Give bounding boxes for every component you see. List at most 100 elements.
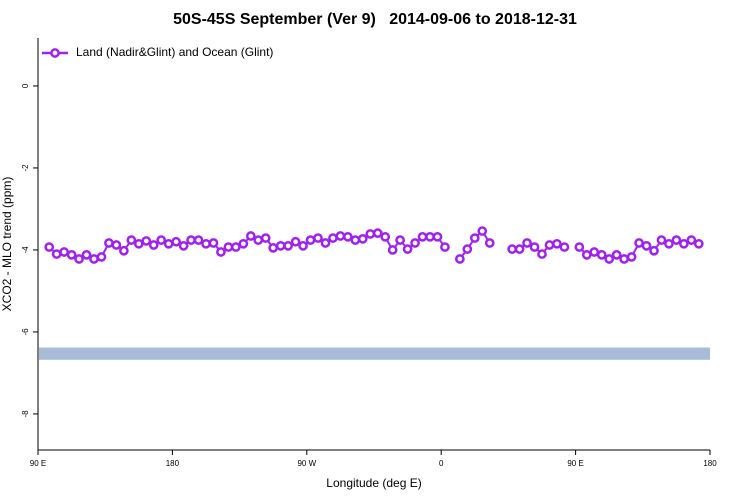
point (238, 238, 249, 249)
land-band (39, 347, 710, 360)
point (171, 236, 181, 247)
point (395, 235, 405, 245)
point (664, 238, 674, 249)
point (611, 250, 622, 260)
y-tick-label: -6 (21, 328, 30, 336)
point (111, 240, 122, 250)
point (514, 244, 525, 254)
point (641, 240, 652, 251)
point (544, 240, 555, 250)
y-tick-label: -4 (21, 246, 30, 254)
point (201, 238, 211, 249)
point (96, 252, 107, 262)
y-axis-label: XCO2 - MLO trend (ppm) (0, 177, 14, 312)
point (581, 250, 592, 260)
point (268, 243, 279, 253)
point (223, 242, 234, 252)
x-tick-label: 90 E (30, 459, 46, 468)
point (305, 235, 316, 245)
point (119, 245, 129, 256)
x-tick-label: 0 (439, 459, 444, 468)
point (231, 242, 241, 252)
legend-marker (50, 48, 60, 58)
point (89, 254, 99, 264)
point (634, 238, 644, 248)
point (328, 233, 338, 243)
point (432, 231, 443, 242)
point (275, 240, 286, 251)
point (350, 235, 361, 245)
point (298, 240, 308, 251)
point (320, 238, 331, 248)
point (283, 240, 293, 251)
point (245, 231, 256, 241)
point (133, 238, 144, 249)
point (313, 233, 323, 243)
point (574, 242, 585, 252)
point (656, 235, 667, 245)
point (469, 233, 480, 243)
point (343, 231, 353, 242)
point (552, 238, 562, 249)
y-tick-label: -2 (21, 164, 30, 172)
point (126, 235, 137, 245)
x-tick-label: 90 E (567, 459, 583, 468)
y-tick-label: 0 (21, 83, 30, 88)
point (156, 235, 167, 245)
point (51, 249, 62, 259)
point (440, 242, 450, 252)
point (380, 231, 391, 242)
point (193, 235, 204, 245)
point (596, 250, 607, 260)
point (253, 235, 264, 245)
point (104, 238, 114, 248)
point (186, 235, 196, 245)
point (522, 238, 532, 248)
point (507, 244, 517, 254)
point (559, 242, 570, 252)
point (604, 254, 615, 264)
x-tick-label: 180 (166, 459, 180, 468)
point (529, 242, 540, 252)
point (402, 244, 413, 254)
point (455, 254, 465, 264)
point (679, 238, 689, 249)
point (74, 254, 84, 264)
point (163, 238, 174, 249)
point (425, 231, 435, 242)
point (208, 238, 219, 248)
point (290, 236, 301, 247)
point (372, 228, 383, 238)
point (417, 231, 428, 242)
point (649, 245, 659, 256)
point (619, 254, 629, 264)
point (178, 240, 189, 251)
point (44, 242, 55, 252)
point (686, 235, 697, 245)
point (589, 247, 600, 257)
point (357, 234, 368, 244)
point (477, 226, 488, 236)
point (387, 245, 398, 255)
point (81, 250, 92, 260)
y-tick-label: -8 (21, 410, 30, 418)
point (365, 229, 376, 239)
point (260, 233, 271, 243)
point (693, 238, 704, 249)
point (671, 235, 682, 245)
point (626, 252, 637, 262)
point (410, 238, 420, 248)
point (484, 238, 495, 248)
point (148, 240, 159, 250)
x-tick-label: 180 (703, 459, 717, 468)
point (462, 244, 473, 254)
x-axis-label: Longitude (deg E) (326, 476, 421, 490)
point (59, 247, 69, 257)
legend-label: Land (Nadir&Glint) and Ocean (Glint) (76, 45, 273, 59)
point (335, 231, 346, 241)
point (216, 247, 226, 257)
point (141, 236, 152, 246)
point (537, 249, 547, 259)
chart-title: 50S-45S September (Ver 9) 2014-09-06 to … (173, 11, 577, 28)
